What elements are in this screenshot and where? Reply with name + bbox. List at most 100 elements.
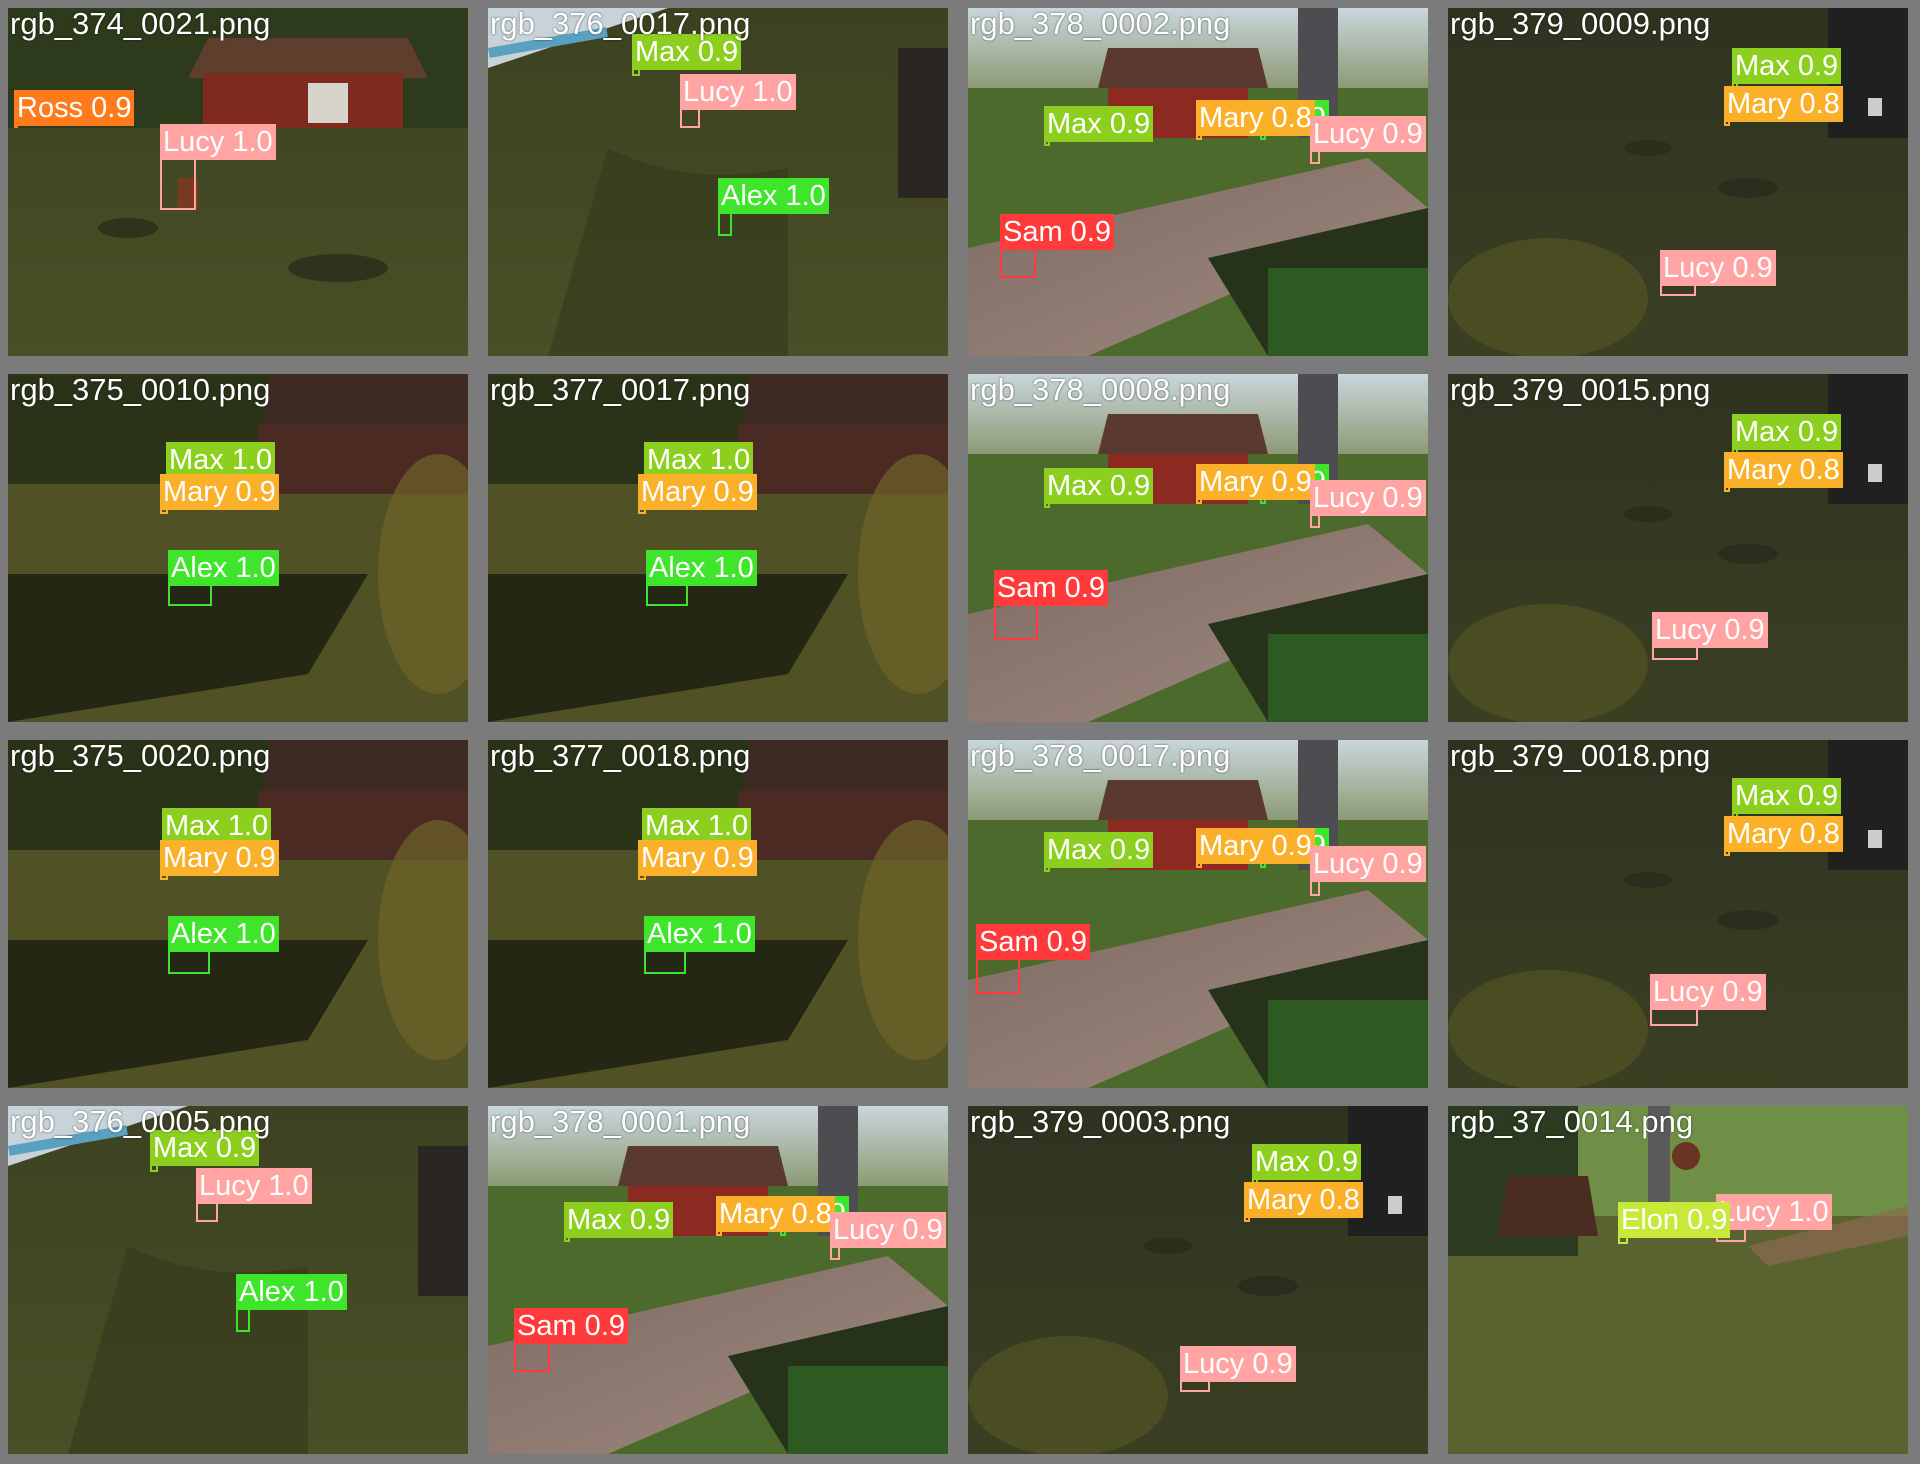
detection-label: Lucy 1.0: [680, 74, 796, 110]
filename-label: rgb_376_0005.png: [10, 1106, 271, 1139]
detection-label: Lucy 1.0: [196, 1168, 312, 1204]
detection-label: Lucy 0.9: [1652, 612, 1768, 648]
filename-label: rgb_376_0017.png: [490, 8, 751, 41]
scene-image: [1448, 1106, 1908, 1454]
detection-label: Max 0.9: [1252, 1144, 1362, 1180]
detection-label: Lucy 0.9: [1310, 116, 1426, 152]
detection-box: [236, 1308, 250, 1332]
image-tile: Ross 0.9 Lucy 1.0 rgb_374_0021.png: [8, 8, 468, 356]
image-tile: Max 1.0 Mary 0.9 Alex 1.0 rgb_375_0020.png: [8, 740, 468, 1088]
image-tile: Max 0.9 Mary 0.8 Lucy 0.9 rgb_379_0015.png: [1448, 374, 1908, 722]
filename-label: rgb_377_0017.png: [490, 374, 751, 407]
detection-box: [1000, 248, 1036, 278]
filename-label: rgb_378_0017.png: [970, 740, 1231, 773]
detection-label: Mary 0.9: [638, 840, 757, 876]
detection-box: [1650, 1008, 1698, 1026]
filename-label: rgb_379_0015.png: [1450, 374, 1711, 407]
detection-label: Max 1.0: [644, 442, 754, 478]
detection-label: Mary 0.9: [1196, 464, 1315, 500]
detection-label: Sam 0.9: [994, 570, 1108, 606]
detection-label: Mary 0.9: [638, 474, 757, 510]
detection-box: [160, 158, 196, 210]
detection-box: [168, 584, 212, 606]
image-tile: Max 1.0 Mary 0.9 Alex 1.0 rgb_377_0018.png: [488, 740, 948, 1088]
image-tile: Max 1.0 Mary 0.9 Alex 1.0 rgb_375_0010.png: [8, 374, 468, 722]
scene-image: [8, 8, 468, 356]
scene-image: [488, 1106, 948, 1454]
detection-box: [644, 950, 686, 974]
filename-label: rgb_379_0009.png: [1450, 8, 1711, 41]
detection-label: Ross 0.9: [14, 90, 135, 126]
image-tile: Max 0.9 Mary 0.8 Lucy 0.9 rgb_379_0009.png: [1448, 8, 1908, 356]
detection-label: Lucy 0.9: [1310, 480, 1426, 516]
scene-image: [8, 740, 468, 1088]
detection-box: [994, 604, 1038, 640]
filename-label: rgb_378_0001.png: [490, 1106, 751, 1139]
detection-label: Mary 0.8: [716, 1196, 835, 1232]
detection-label: Max 0.9: [1732, 48, 1842, 84]
detection-label: Lucy 0.9: [1660, 250, 1776, 286]
detection-label: Max 0.9: [564, 1202, 674, 1238]
filename-label: rgb_377_0018.png: [490, 740, 751, 773]
detection-box: [1310, 150, 1320, 164]
image-tile: Lucy 1.0 Elon 0.9 rgb_37_0014.png: [1448, 1106, 1908, 1454]
detection-label: Elon 0.9: [1618, 1202, 1731, 1238]
detection-label: Max 0.9: [1732, 414, 1842, 450]
detection-label: Max 1.0: [162, 808, 272, 844]
detection-label: Mary 0.9: [1196, 828, 1315, 864]
detection-label: Max 0.9: [632, 34, 742, 70]
filename-label: rgb_375_0020.png: [10, 740, 271, 773]
detection-label: Sam 0.9: [1000, 214, 1114, 250]
detection-label: Alex 1.0: [236, 1274, 347, 1310]
filename-label: rgb_379_0018.png: [1450, 740, 1711, 773]
scene-image: [488, 374, 948, 722]
filename-label: rgb_37_0014.png: [1450, 1106, 1694, 1139]
detection-label: Alex 1.0: [718, 178, 829, 214]
detection-label: Max 1.0: [642, 808, 752, 844]
detection-box: [1310, 880, 1320, 896]
detection-box: [514, 1342, 550, 1372]
detection-label: Alex 1.0: [646, 550, 757, 586]
filename-label: rgb_375_0010.png: [10, 374, 271, 407]
detection-label: Mary 0.8: [1724, 816, 1843, 852]
detection-box: [976, 958, 1020, 994]
detection-box: [646, 584, 688, 606]
detection-label: Alex 1.0: [168, 916, 279, 952]
detection-box: [680, 108, 700, 128]
scene-image: [968, 374, 1428, 722]
detection-label: Max 0.9: [1044, 468, 1154, 504]
detection-label: Lucy 1.0: [160, 124, 276, 160]
detection-label: Mary 0.8: [1724, 86, 1843, 122]
filename-label: rgb_374_0021.png: [10, 8, 271, 41]
detection-label: Max 0.9: [150, 1130, 260, 1166]
detection-label: Lucy 0.9: [1310, 846, 1426, 882]
detection-label: Sam 0.9: [514, 1308, 628, 1344]
detection-label: Mary 0.9: [160, 840, 279, 876]
detection-label: Max 0.9: [1732, 778, 1842, 814]
scene-image: [488, 740, 948, 1088]
detection-box: [168, 950, 210, 974]
detection-label: Alex 1.0: [644, 916, 755, 952]
scene-image: [968, 740, 1428, 1088]
detection-label: Sam 0.9: [976, 924, 1090, 960]
image-tile: Max 0.9 Mary 0.8 Lucy 0.9 rgb_379_0003.png: [968, 1106, 1428, 1454]
detection-label: Lucy 0.9: [1650, 974, 1766, 1010]
detection-box: [1310, 514, 1320, 528]
detection-label: Mary 0.8: [1724, 452, 1843, 488]
detection-label: Mary 0.9: [160, 474, 279, 510]
detection-label: Alex 1.0: [168, 550, 279, 586]
filename-label: rgb_378_0002.png: [970, 8, 1231, 41]
detection-label: Max 1.0: [166, 442, 276, 478]
scene-image: [8, 374, 468, 722]
detection-box: [718, 212, 732, 236]
detection-label: Mary 0.8: [1244, 1182, 1363, 1218]
detection-label: Mary 0.8: [1196, 100, 1315, 136]
detection-box: [830, 1246, 840, 1260]
detection-label: Max 0.9: [1044, 106, 1154, 142]
image-tile: Max 0.9 Mary 0.8 Lucy 0.9 rgb_379_0018.png: [1448, 740, 1908, 1088]
